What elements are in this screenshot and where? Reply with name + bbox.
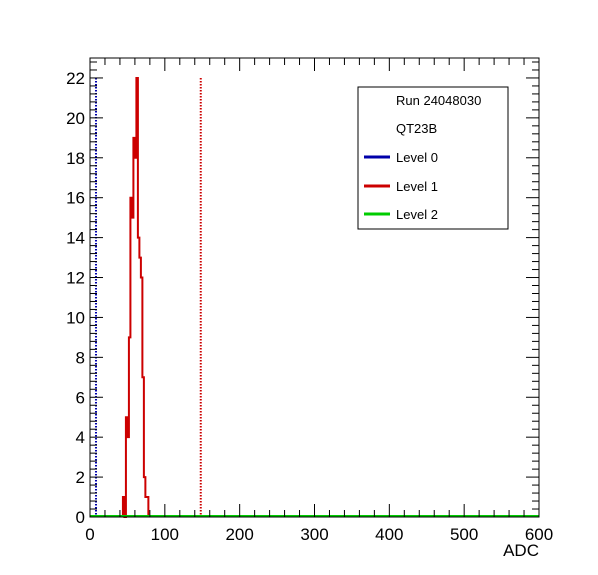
y-tick-label: 2 <box>76 468 85 487</box>
y-tick-label: 14 <box>66 229 85 248</box>
y-tick-label: 12 <box>66 269 85 288</box>
x-tick-label: 400 <box>375 525 403 544</box>
legend-header-channel: QT23B <box>396 121 437 136</box>
histogram-level-1 <box>121 76 150 518</box>
y-tick-label: 6 <box>76 388 85 407</box>
y-tick-label: 10 <box>66 308 85 327</box>
x-tick-label: 200 <box>225 525 253 544</box>
x-tick-label: 100 <box>151 525 179 544</box>
legend: Run 24048030 QT23B Level 0 Level 1 Level… <box>357 86 509 230</box>
legend-label-level-0: Level 0 <box>396 150 438 165</box>
x-tick-label: 300 <box>300 525 328 544</box>
y-tick-label: 0 <box>76 508 85 527</box>
y-tick-label: 20 <box>66 109 85 128</box>
x-axis-title: ADC <box>503 541 539 560</box>
legend-header-run: Run 24048030 <box>396 93 481 108</box>
x-tick-label: 500 <box>450 525 478 544</box>
y-tick-label: 18 <box>66 149 85 168</box>
y-tick-label: 8 <box>76 348 85 367</box>
y-tick-label: 4 <box>76 428 85 447</box>
legend-label-level-2: Level 2 <box>396 207 438 222</box>
x-tick-label: 0 <box>85 525 94 544</box>
y-tick-label: 16 <box>66 189 85 208</box>
x-tick-label: 600 <box>525 525 553 544</box>
axes-group: 0 100 200 300 400 500 600 0 2 4 6 8 10 12 14 16 18 20 22 <box>66 58 553 544</box>
legend-label-level-1: Level 1 <box>396 179 438 194</box>
y-tick-label: 22 <box>66 69 85 88</box>
